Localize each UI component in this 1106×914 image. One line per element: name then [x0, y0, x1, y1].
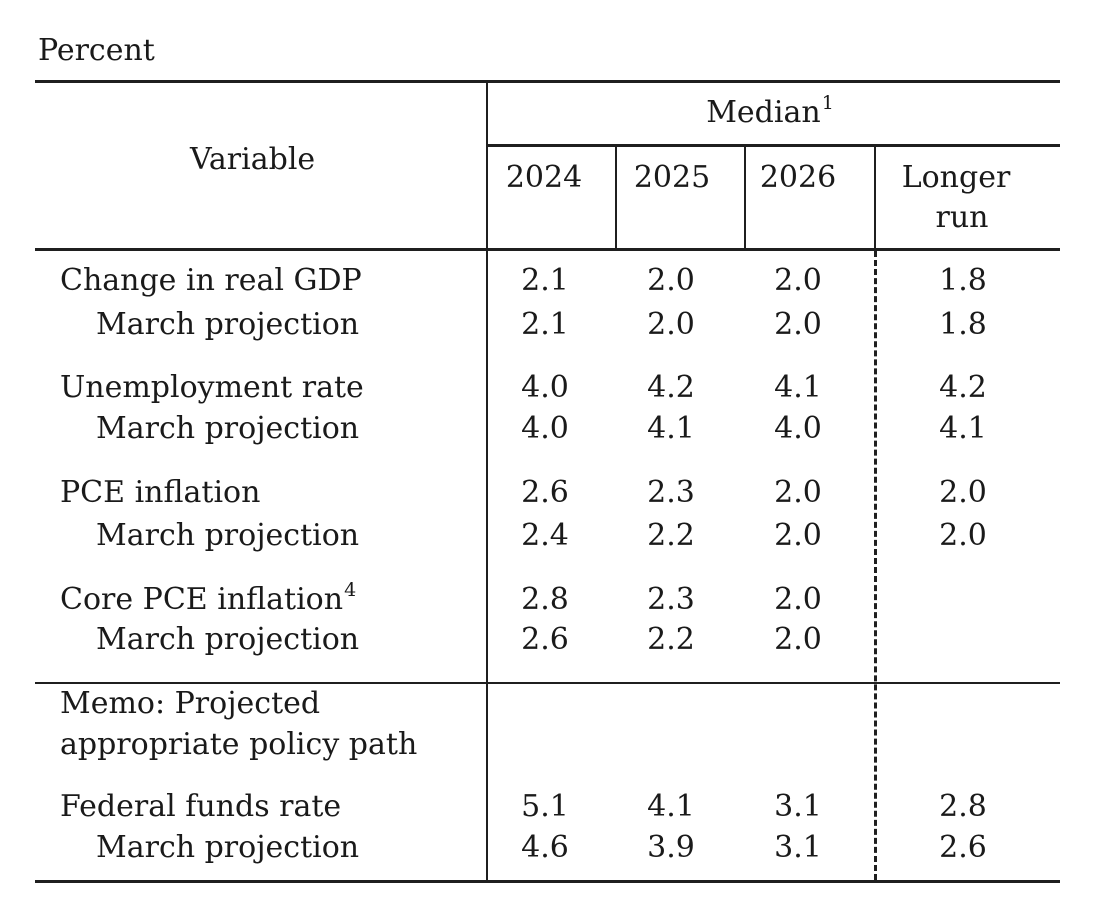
- cell-value: 2.8: [521, 582, 569, 617]
- cell-value: 4.0: [521, 370, 569, 405]
- memo-rule: [35, 682, 1060, 684]
- cell-value: 2.0: [774, 518, 822, 553]
- cell-value: 4.1: [647, 411, 695, 446]
- longer-run-dashed-rule: [874, 251, 877, 880]
- year-2025-2026-rule: [744, 146, 746, 249]
- cell-value: 2.3: [647, 475, 695, 510]
- row-label-real-gdp: Change in real GDP: [60, 263, 362, 298]
- median-label: Median: [706, 95, 821, 130]
- row-label-march-projection: March projection: [96, 411, 360, 446]
- cell-value: 4.0: [521, 411, 569, 446]
- cell-value: 4.1: [939, 411, 987, 446]
- cell-value: 2.6: [939, 830, 987, 865]
- year-header-2024: 2024: [505, 160, 583, 195]
- row-label-unemployment-rate: Unemployment rate: [60, 370, 364, 405]
- cell-value: 3.1: [774, 830, 822, 865]
- cell-value: 3.1: [774, 789, 822, 824]
- cell-value: 2.2: [647, 622, 695, 657]
- cell-value: 1.8: [939, 263, 987, 298]
- cell-value: 2.0: [939, 475, 987, 510]
- cell-value: 2.2: [647, 518, 695, 553]
- cell-value: 2.4: [521, 518, 569, 553]
- bottom-rule: [35, 880, 1060, 883]
- cell-value: 4.1: [647, 789, 695, 824]
- longer-run-header-line1: Longer: [901, 160, 1011, 195]
- variable-header: Variable: [190, 142, 316, 177]
- cell-value: 2.0: [774, 263, 822, 298]
- cell-value: 2.1: [521, 307, 569, 342]
- year-2024-2025-rule: [615, 146, 617, 249]
- year-header-2025: 2025: [633, 160, 711, 195]
- cell-value: 2.1: [521, 263, 569, 298]
- top-rule: [35, 80, 1060, 83]
- core-pce-label: Core PCE inflation: [60, 582, 344, 617]
- longer-run-header-rule: [874, 146, 876, 249]
- cell-value: 4.2: [939, 370, 987, 405]
- cell-value: 4.0: [774, 411, 822, 446]
- core-pce-footnote-mark: 4: [344, 579, 357, 601]
- cell-value: 4.2: [647, 370, 695, 405]
- cell-value: 4.1: [774, 370, 822, 405]
- memo-heading-line1: Memo: Projected: [60, 686, 321, 721]
- cell-value: 2.3: [647, 582, 695, 617]
- unit-label: Percent: [38, 33, 155, 68]
- row-label-march-projection: March projection: [96, 307, 360, 342]
- cell-value: 2.6: [521, 622, 569, 657]
- cell-value: 2.0: [647, 263, 695, 298]
- variable-column-rule: [486, 82, 488, 882]
- row-label-march-projection: March projection: [96, 622, 360, 657]
- cell-value: 2.0: [774, 582, 822, 617]
- longer-run-header-line2: run: [935, 200, 989, 235]
- cell-value: 5.1: [521, 789, 569, 824]
- row-label-pce-inflation: PCE inflation: [60, 475, 261, 510]
- row-label-march-projection: March projection: [96, 830, 360, 865]
- cell-value: 2.8: [939, 789, 987, 824]
- year-header-2026: 2026: [759, 160, 837, 195]
- median-rule: [488, 144, 1060, 147]
- cell-value: 2.6: [521, 475, 569, 510]
- cell-value: 2.0: [939, 518, 987, 553]
- cell-value: 1.8: [939, 307, 987, 342]
- median-footnote-mark: 1: [821, 92, 834, 114]
- cell-value: 4.6: [521, 830, 569, 865]
- header-rule: [35, 248, 1060, 251]
- row-label-federal-funds-rate: Federal funds rate: [60, 789, 342, 824]
- memo-heading-line2: appropriate policy path: [60, 727, 418, 762]
- row-label-core-pce-inflation: Core PCE inflation4: [60, 581, 356, 617]
- cell-value: 3.9: [647, 830, 695, 865]
- cell-value: 2.0: [774, 307, 822, 342]
- row-label-march-projection: March projection: [96, 518, 360, 553]
- cell-value: 2.0: [774, 475, 822, 510]
- median-header: Median1: [706, 94, 834, 130]
- cell-value: 2.0: [647, 307, 695, 342]
- cell-value: 2.0: [774, 622, 822, 657]
